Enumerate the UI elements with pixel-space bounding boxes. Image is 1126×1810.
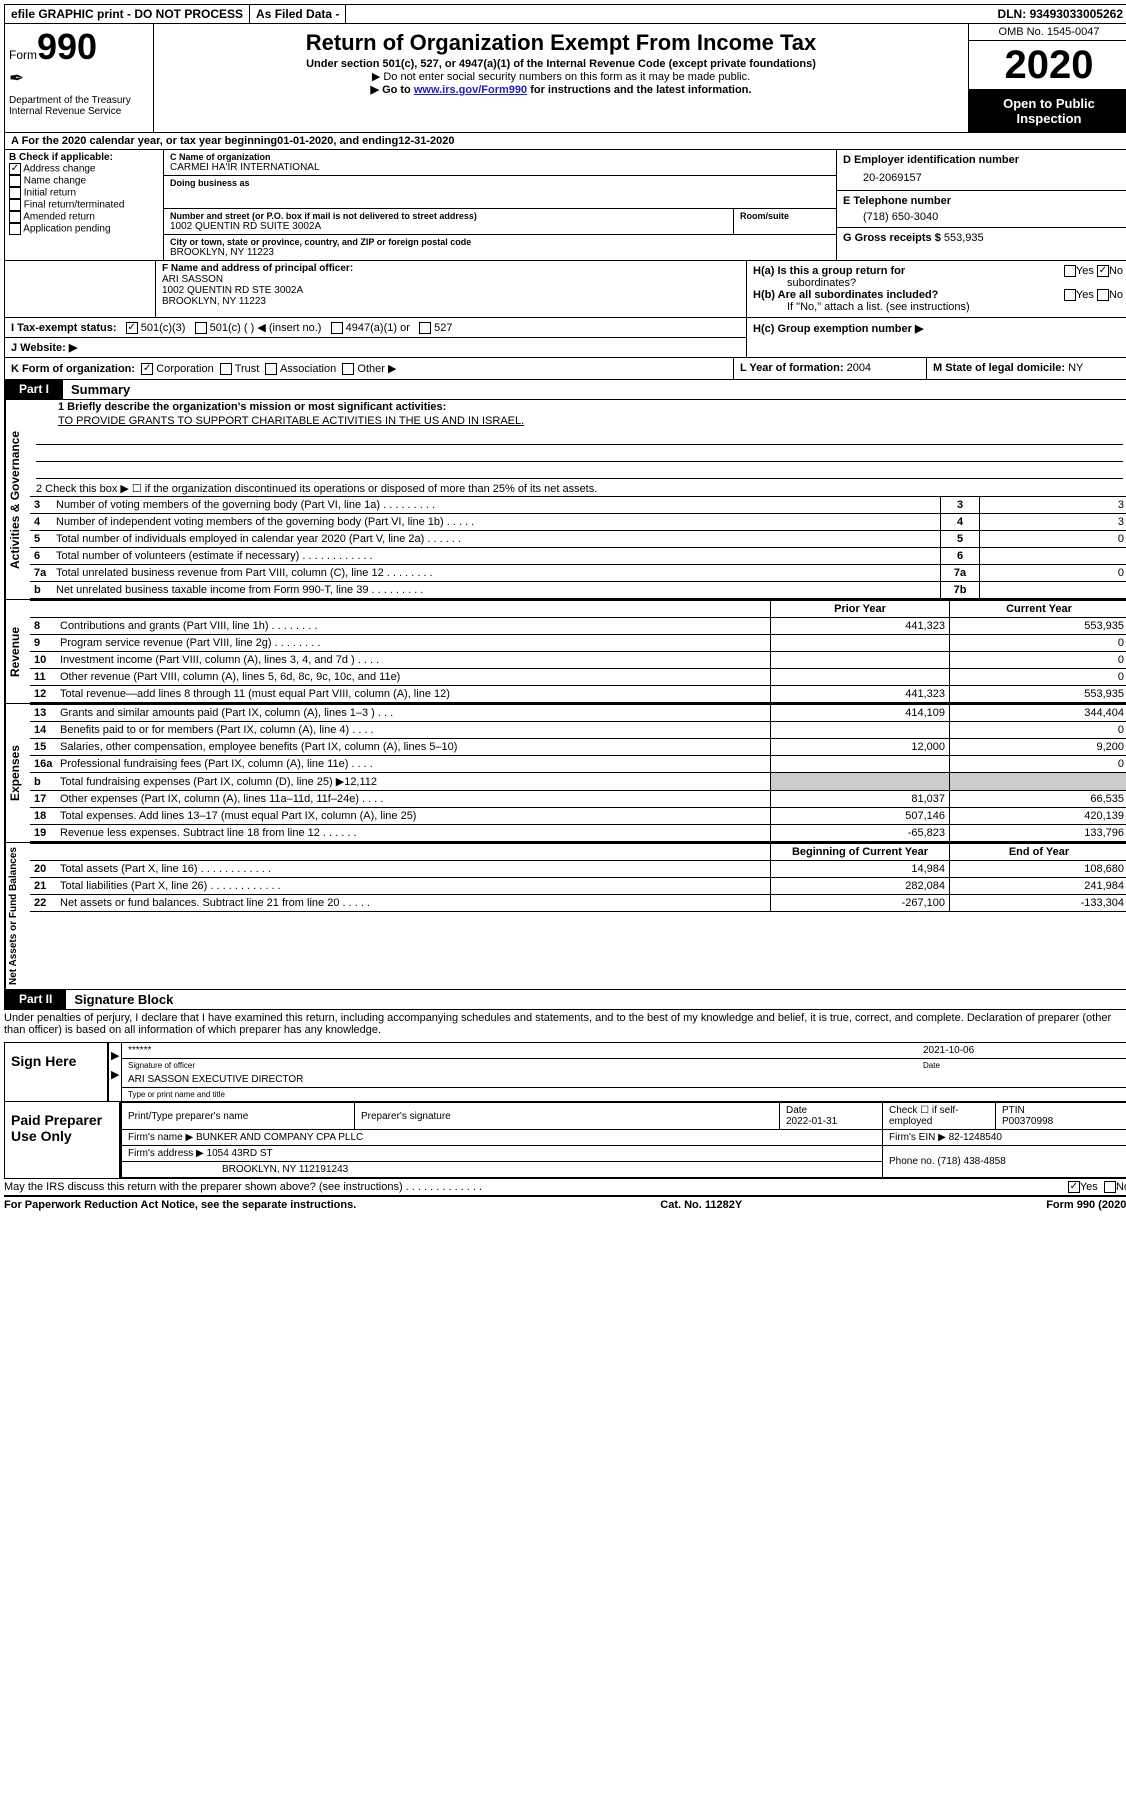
activities-governance: Activities & Governance 1 Briefly descri… [4, 400, 1126, 600]
perjury-text: Under penalties of perjury, I declare th… [4, 1010, 1126, 1038]
efile-notice: efile GRAPHIC print - DO NOT PROCESS [5, 5, 250, 23]
balances-section: Net Assets or Fund Balances Beginning of… [4, 843, 1126, 990]
paid-preparer-block: Paid Preparer Use Only Print/Type prepar… [4, 1102, 1126, 1179]
hb-yes-checkbox[interactable] [1064, 289, 1076, 301]
expenses-lines: 13Grants and similar amounts paid (Part … [30, 704, 1126, 842]
header-left: Form990 ✒ Department of the Treasury Int… [5, 24, 154, 132]
org-info-block: B Check if applicable: ✓ Address change … [4, 150, 1126, 261]
governance-lines: 3Number of voting members of the governi… [30, 496, 1126, 599]
section-k-l-m: K Form of organization: ✓ Corporation Tr… [4, 358, 1126, 380]
irs-discuss-row: May the IRS discuss this return with the… [4, 1179, 1126, 1197]
irs-no-checkbox[interactable] [1104, 1181, 1116, 1193]
part-ii-header: Part II Signature Block [4, 990, 1126, 1010]
ha-no-checkbox[interactable]: ✓ [1097, 265, 1109, 277]
page-footer: For Paperwork Reduction Act Notice, see … [4, 1197, 1126, 1213]
revenue-section: Revenue Prior YearCurrent Year 8Contribu… [4, 600, 1126, 704]
part-i-header: Part I Summary [4, 380, 1126, 400]
section-f-h: F Name and address of principal officer:… [4, 261, 1126, 318]
section-a-taxyear: A For the 2020 calendar year, or tax yea… [4, 133, 1126, 150]
org-street: 1002 QUENTIN RD SUITE 3002A [170, 221, 727, 232]
as-filed: As Filed Data - [250, 5, 346, 23]
revenue-lines: Prior YearCurrent Year 8Contributions an… [30, 600, 1126, 703]
section-b-checkboxes: B Check if applicable: ✓ Address change … [5, 150, 164, 260]
header-right: OMB No. 1545-0047 2020 Open to Public In… [968, 24, 1126, 132]
open-to-public: Open to Public Inspection [969, 90, 1126, 132]
preparer-table: Print/Type preparer's name Preparer's si… [121, 1102, 1126, 1178]
dln: DLN: 93493033005262 [992, 5, 1126, 23]
gross-receipts: 553,935 [944, 232, 984, 244]
omb-number: OMB No. 1545-0047 [969, 24, 1126, 41]
tax-year: 2020 [969, 41, 1126, 90]
section-h: H(a) Is this a group return for subordin… [747, 261, 1126, 317]
section-f-officer: F Name and address of principal officer:… [156, 261, 747, 317]
irs-yes-checkbox[interactable]: ✓ [1068, 1181, 1080, 1193]
501c3-checkbox[interactable]: ✓ [126, 322, 138, 334]
ha-yes-checkbox[interactable] [1064, 265, 1076, 277]
balances-lines: Beginning of Current YearEnd of Year 20T… [30, 843, 1126, 912]
section-d-e-g: D Employer identification number 20-2069… [836, 150, 1126, 260]
org-city: BROOKLYN, NY 11223 [170, 247, 830, 258]
mission-text: TO PROVIDE GRANTS TO SUPPORT CHARITABLE … [58, 415, 1123, 427]
form-header: Form990 ✒ Department of the Treasury Int… [4, 24, 1126, 133]
ein: 20-2069157 [843, 166, 1123, 190]
section-c-org: C Name of organization CARMEI HA'IR INTE… [164, 150, 836, 260]
form-title: Return of Organization Exempt From Incom… [158, 30, 964, 56]
section-i-j: I Tax-exempt status: ✓ 501(c)(3) 501(c) … [4, 318, 1126, 358]
corp-checkbox[interactable]: ✓ [141, 363, 153, 375]
irs-link[interactable]: www.irs.gov/Form990 [414, 84, 527, 96]
org-name: CARMEI HA'IR INTERNATIONAL [170, 162, 830, 173]
hb-no-checkbox[interactable] [1097, 289, 1109, 301]
header-center: Return of Organization Exempt From Incom… [154, 24, 968, 132]
sign-here-block: Sign Here ▶ ▶ ****** 2021-10-06 Signatur… [4, 1042, 1126, 1102]
telephone: (718) 650-3040 [843, 207, 1123, 227]
expenses-section: Expenses 13Grants and similar amounts pa… [4, 704, 1126, 843]
top-bar: efile GRAPHIC print - DO NOT PROCESS As … [4, 4, 1126, 24]
